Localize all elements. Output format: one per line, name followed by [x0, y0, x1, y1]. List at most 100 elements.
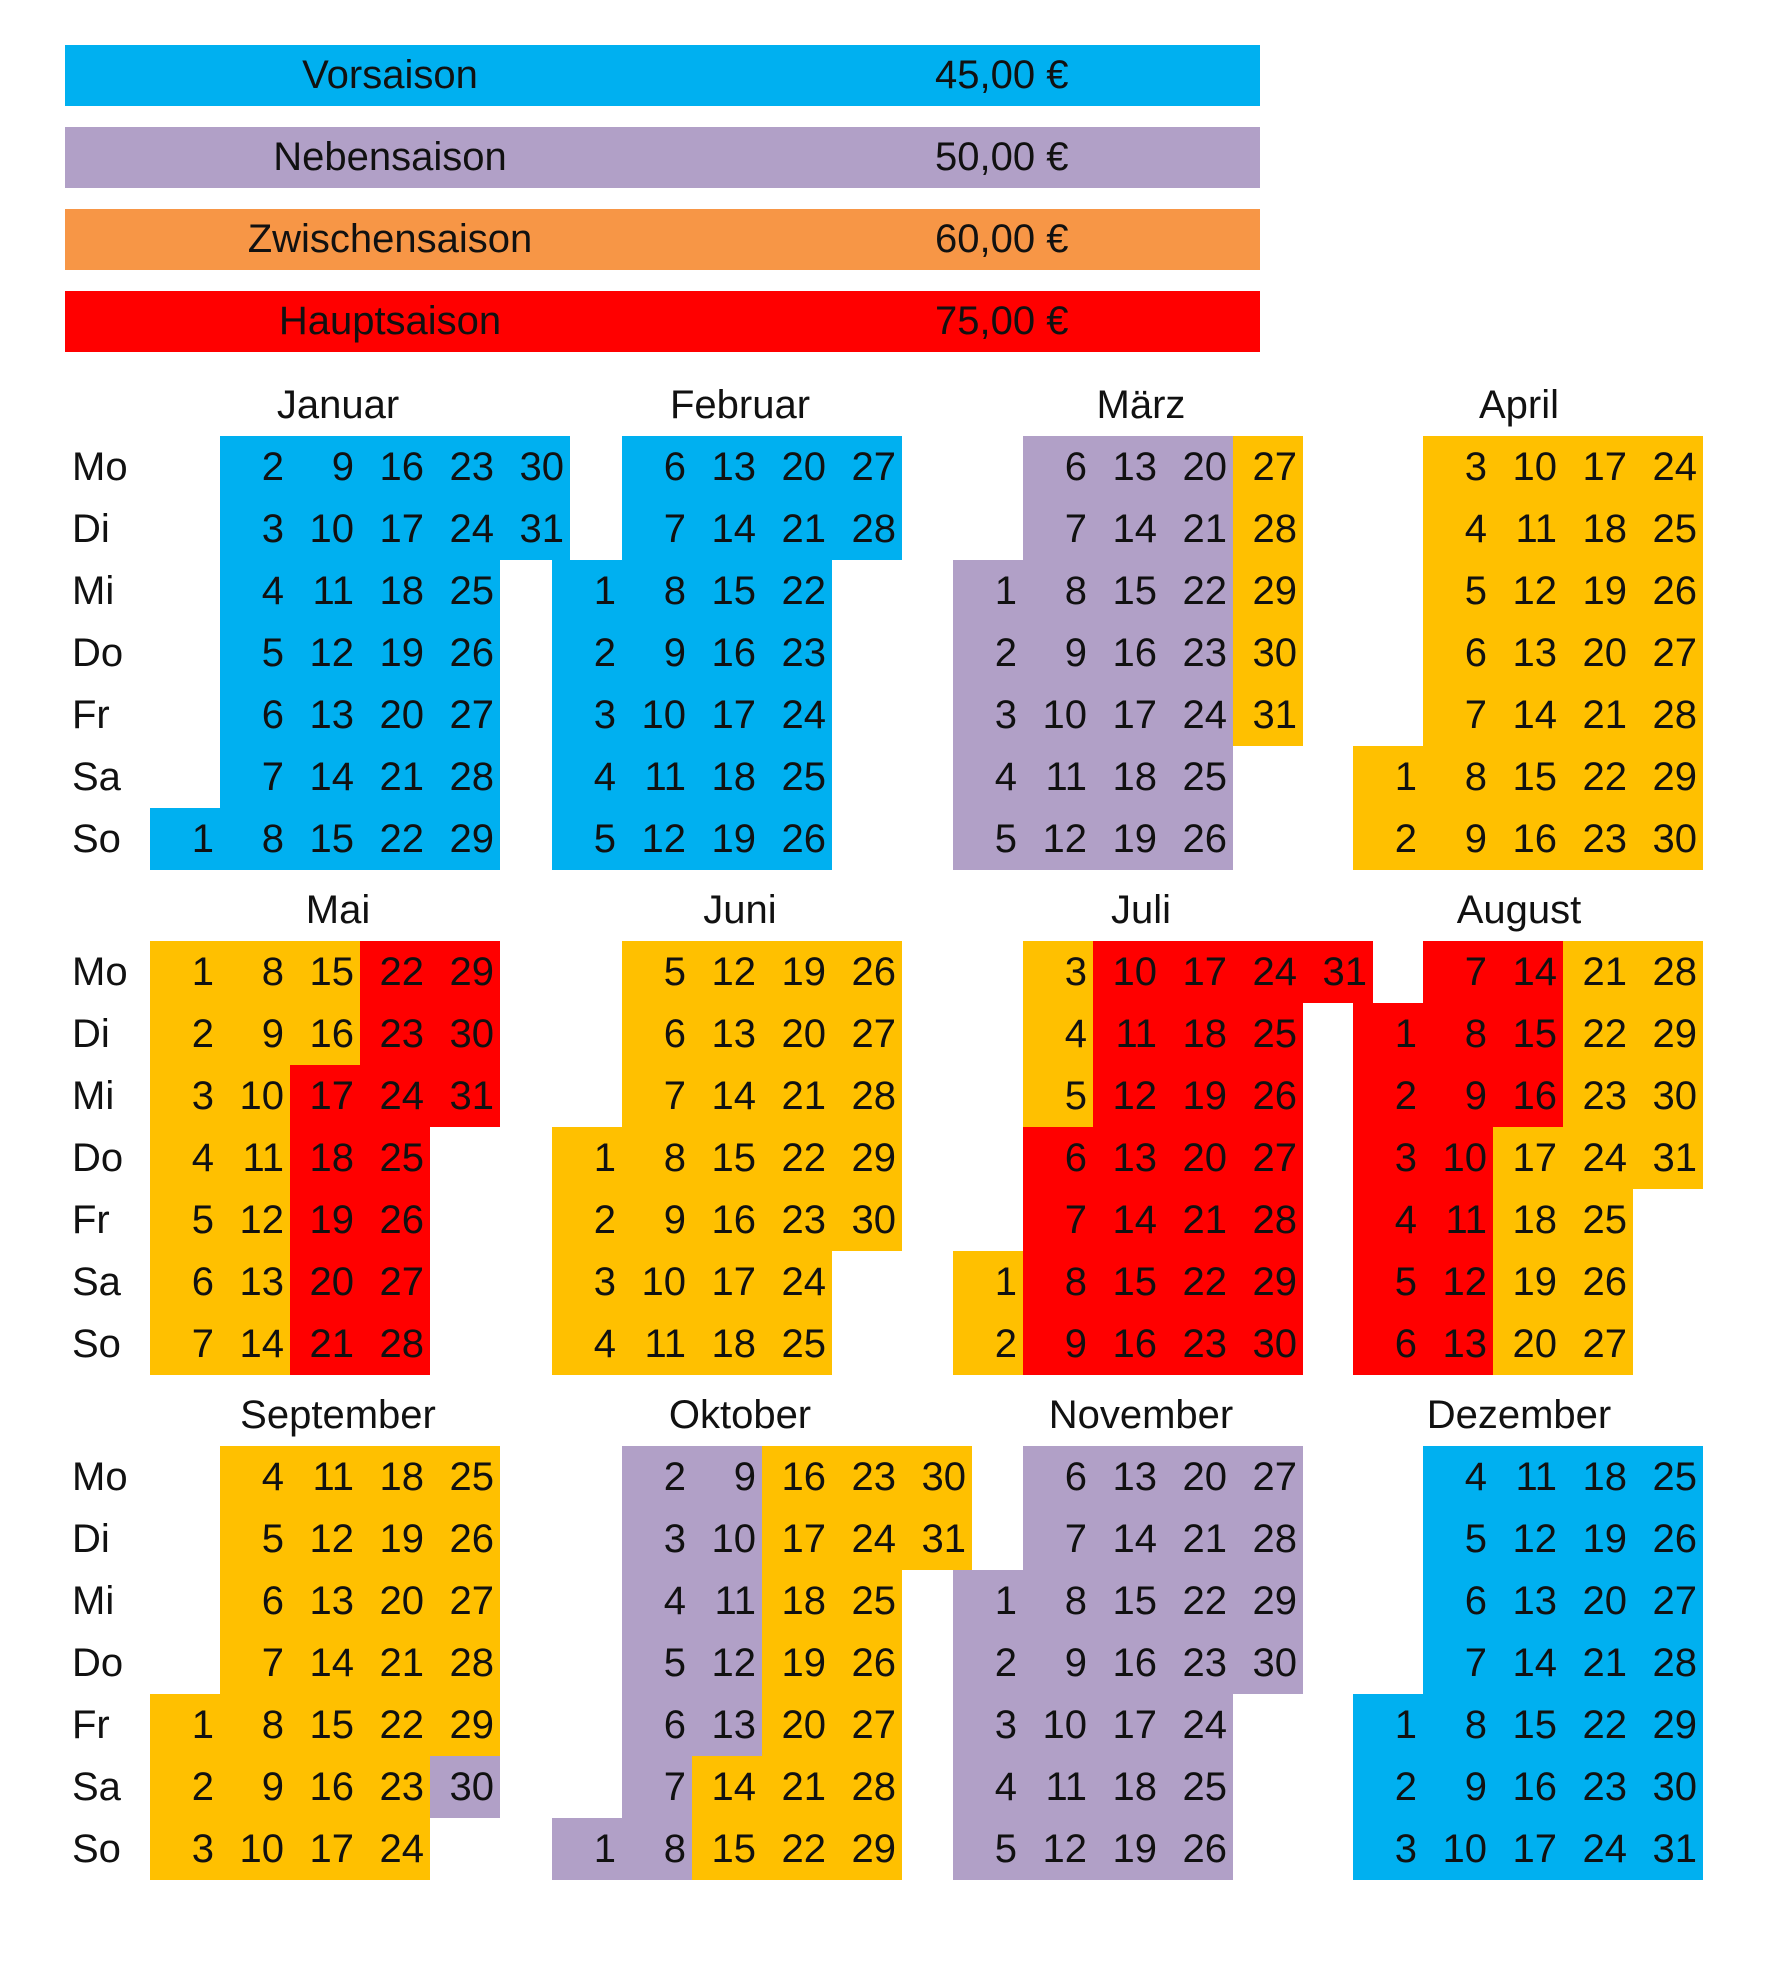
calendar-day: 31: [1633, 1127, 1703, 1189]
calendar-day: 29: [430, 941, 500, 1003]
calendar-day: 18: [692, 746, 762, 808]
calendar-day: 1: [953, 1251, 1023, 1313]
calendar-day: 29: [430, 1694, 500, 1756]
calendar-day: 5: [622, 1632, 692, 1694]
calendar-day: 8: [622, 560, 692, 622]
weekday-label: Mi: [72, 1579, 115, 1623]
weekday-label: So: [72, 1827, 121, 1871]
calendar-day: 16: [360, 436, 430, 498]
calendar-day: 3: [1423, 436, 1493, 498]
calendar-day: 21: [360, 1632, 430, 1694]
calendar-day: 6: [1023, 1127, 1093, 1189]
calendar-day: 11: [290, 560, 360, 622]
calendar-day: 14: [290, 746, 360, 808]
calendar-day: 12: [1493, 560, 1563, 622]
calendar-day: 21: [1163, 1189, 1233, 1251]
calendar-day: 15: [1093, 1251, 1163, 1313]
calendar-day: 4: [220, 560, 290, 622]
calendar-day: 26: [430, 622, 500, 684]
calendar-day: 24: [832, 1508, 902, 1570]
calendar-day: 8: [220, 808, 290, 870]
calendar-day: 29: [832, 1127, 902, 1189]
weekday-label: So: [72, 1322, 121, 1366]
calendar-day: 14: [290, 1632, 360, 1694]
calendar-day: 12: [290, 622, 360, 684]
calendar-day: 5: [1023, 1065, 1093, 1127]
calendar-day: 11: [1493, 1446, 1563, 1508]
calendar-day: 19: [1563, 560, 1633, 622]
calendar-day: 26: [1563, 1251, 1633, 1313]
weekday-label: Sa: [72, 1765, 121, 1809]
calendar-day: 4: [953, 746, 1023, 808]
month-title: September: [240, 1393, 436, 1437]
calendar-day: 6: [1423, 622, 1493, 684]
calendar-day: 2: [953, 1632, 1023, 1694]
calendar-day: 5: [552, 808, 622, 870]
calendar-day: 11: [1093, 1003, 1163, 1065]
calendar-day: 16: [692, 622, 762, 684]
calendar-day: 21: [1563, 1632, 1633, 1694]
calendar-day: 18: [290, 1127, 360, 1189]
calendar-day: 25: [832, 1570, 902, 1632]
calendar-day: 27: [1233, 436, 1303, 498]
calendar-day: 22: [360, 1694, 430, 1756]
calendar-day: 17: [1163, 941, 1233, 1003]
calendar-day: 24: [360, 1818, 430, 1880]
calendar-day: 15: [692, 1818, 762, 1880]
calendar-day: 23: [1563, 1756, 1633, 1818]
calendar-day: 18: [1563, 1446, 1633, 1508]
weekday-label: Mo: [72, 950, 128, 994]
calendar-day: 3: [622, 1508, 692, 1570]
calendar-day: 19: [692, 808, 762, 870]
season-name: Vorsaison: [302, 53, 478, 97]
calendar-day: 10: [1423, 1127, 1493, 1189]
calendar-day: 26: [360, 1189, 430, 1251]
month-title: Oktober: [668, 1393, 812, 1437]
calendar-day: 24: [360, 1065, 430, 1127]
calendar-day: 8: [220, 941, 290, 1003]
calendar-day: 17: [692, 1251, 762, 1313]
calendar-day: 16: [1493, 1065, 1563, 1127]
calendar-day: 19: [1563, 1508, 1633, 1570]
calendar-day: 24: [762, 684, 832, 746]
calendar-day: 20: [1563, 622, 1633, 684]
calendar-day: 1: [953, 1570, 1023, 1632]
calendar-day: 8: [1423, 746, 1493, 808]
calendar-day: 1: [1353, 1003, 1423, 1065]
calendar-day: 28: [1233, 1189, 1303, 1251]
calendar-day: 11: [1023, 746, 1093, 808]
calendar-day: 1: [150, 941, 220, 1003]
calendar-day: 6: [220, 684, 290, 746]
calendar-day: 4: [1023, 1003, 1093, 1065]
calendar-day: 6: [220, 1570, 290, 1632]
calendar-day: 4: [552, 1313, 622, 1375]
calendar-day: 15: [290, 1694, 360, 1756]
calendar-day: 12: [1023, 808, 1093, 870]
calendar-day: 16: [1493, 808, 1563, 870]
calendar-day: 20: [360, 684, 430, 746]
calendar-day: 20: [360, 1570, 430, 1632]
weekday-label: Do: [72, 1136, 124, 1180]
calendar-day: 12: [1023, 1818, 1093, 1880]
calendar-day: 9: [692, 1446, 762, 1508]
calendar-day: 10: [1423, 1818, 1493, 1880]
calendar-day: 19: [360, 622, 430, 684]
calendar-day: 24: [430, 498, 500, 560]
calendar-day: 6: [622, 436, 692, 498]
calendar-day: 25: [430, 1446, 500, 1508]
calendar-day: 23: [1163, 622, 1233, 684]
calendar-day: 4: [220, 1446, 290, 1508]
weekday-label: Di: [72, 1012, 110, 1056]
month-title: Februar: [669, 383, 811, 427]
month-title: März: [1096, 383, 1186, 427]
calendar-day: 25: [1563, 1189, 1633, 1251]
calendar-day: 4: [953, 1756, 1023, 1818]
calendar-day: 2: [1353, 808, 1423, 870]
calendar-day: 9: [1423, 1065, 1493, 1127]
calendar-day: 27: [832, 1003, 902, 1065]
calendar-day: 2: [552, 1189, 622, 1251]
calendar-day: 25: [1633, 498, 1703, 560]
calendar-day: 17: [290, 1818, 360, 1880]
calendar-day: 27: [1633, 1570, 1703, 1632]
